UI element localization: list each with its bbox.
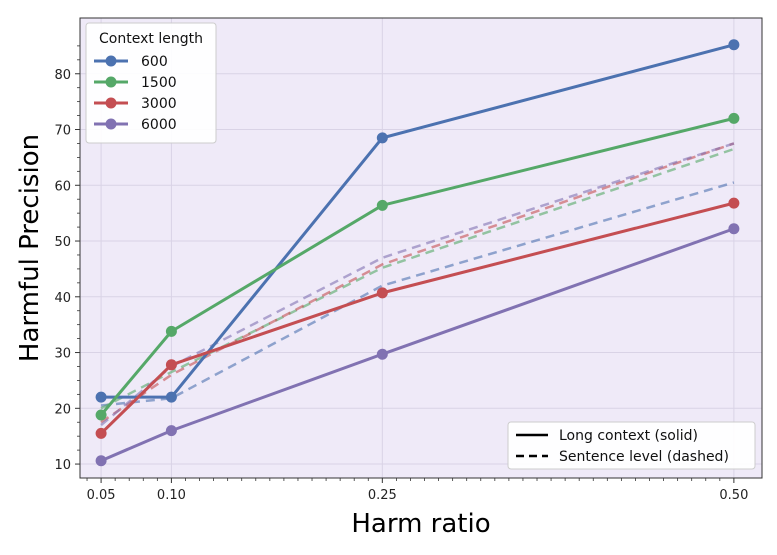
y-tick-label: 10 [54, 458, 71, 473]
series-6000-point [376, 348, 388, 360]
series-1500-line [99, 116, 735, 416]
series-6000-line [100, 227, 735, 463]
x-tick-label: 0.10 [157, 488, 186, 503]
legend-label-3000: 3000 [141, 96, 177, 112]
series-3000-point [376, 287, 388, 299]
y-tick-label: 60 [54, 179, 71, 194]
legend-label-6000: 6000 [141, 117, 177, 133]
legend-label-600: 600 [141, 54, 168, 70]
x-tick-label: 0.50 [719, 488, 748, 503]
solid-series [95, 39, 740, 467]
series-3000-point [95, 427, 107, 439]
series-1500-point [165, 325, 177, 337]
legend-style-box [507, 421, 756, 470]
series-1500-point [728, 112, 740, 124]
legend-title: Context length [99, 31, 203, 47]
series-6000-point [95, 455, 107, 467]
y-tick-label: 70 [54, 124, 71, 139]
series-3000-point [728, 197, 740, 209]
series-600-point [165, 391, 177, 403]
y-axis-title: Harmful Precision [15, 134, 45, 362]
legend-line-style: Long context (solid) Sentence level (das… [507, 421, 756, 470]
series-1500-point [376, 199, 388, 211]
x-tick-label: 0.05 [87, 488, 116, 503]
legend-marker-600 [105, 55, 117, 67]
plot-frame [79, 17, 763, 479]
series-1500-point [95, 409, 107, 421]
y-tick-label: 50 [54, 235, 71, 250]
y-tick-label: 30 [54, 347, 71, 362]
x-tick-label: 0.25 [368, 488, 397, 503]
y-tick-label: 80 [54, 68, 71, 83]
legend-context-length: Context length 600 1500 3000 6000 [85, 22, 217, 144]
series-3000-line [100, 201, 735, 435]
series-6000-point [165, 425, 177, 437]
y-tick-label: 20 [54, 402, 71, 417]
legend-label-1500: 1500 [141, 75, 177, 91]
series-3000-dashed-line [100, 142, 735, 424]
legend-box [85, 22, 217, 144]
legend-dashed-label: Sentence level (dashed) [559, 449, 729, 465]
x-axis-title: Harm ratio [351, 509, 490, 539]
legend-marker-1500 [105, 76, 117, 88]
series-6000-point [728, 223, 740, 235]
legend-marker-6000 [105, 118, 117, 130]
y-tick-label: 40 [54, 291, 71, 306]
series-600-point [376, 132, 388, 144]
series-600-point [95, 391, 107, 403]
axes: 10 20 30 40 50 60 70 80 0.05 0.10 0.25 0.50 [54, 45, 748, 503]
series-600-dashed-line [100, 181, 735, 407]
legend-solid-label: Long context (solid) [559, 428, 698, 444]
legend-marker-3000 [105, 97, 117, 109]
series-3000-point [165, 359, 177, 371]
series-600-point [728, 39, 740, 51]
